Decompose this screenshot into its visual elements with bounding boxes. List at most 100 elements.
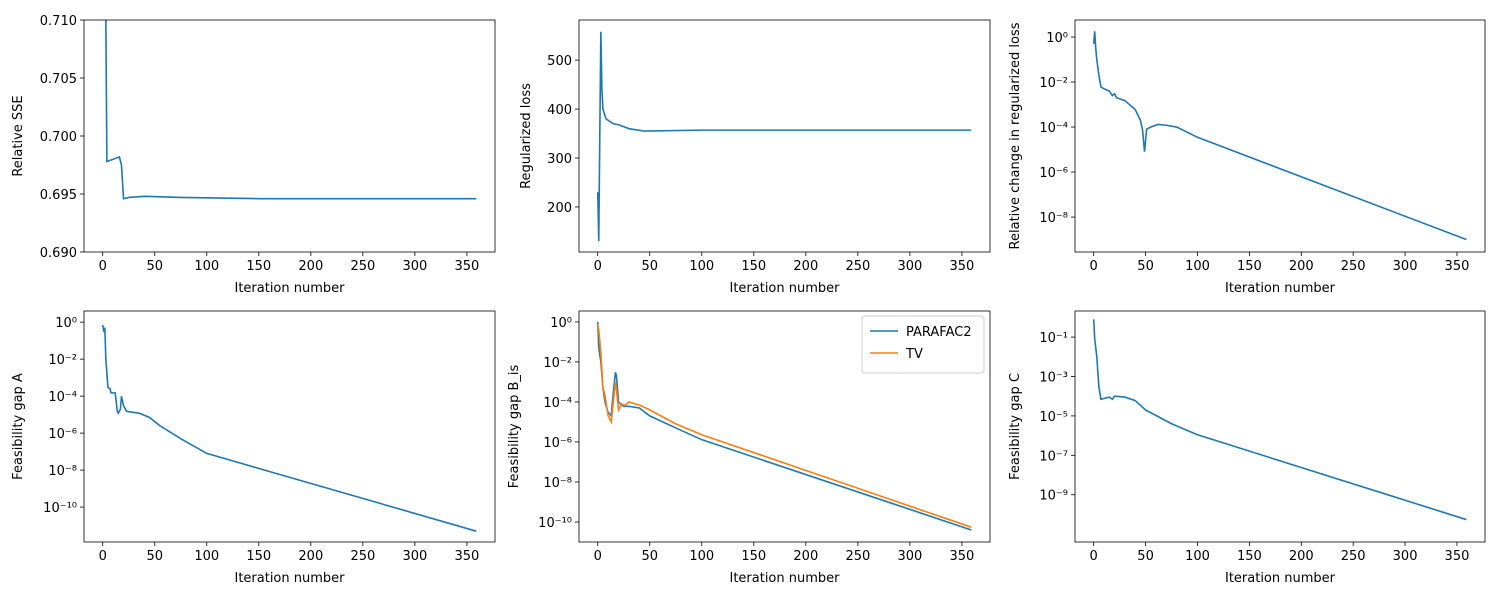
y-tick-label: 10⁻⁵ xyxy=(1039,410,1068,425)
x-tick-label: 200 xyxy=(298,549,323,564)
line-series xyxy=(1092,319,1467,521)
x-tick-label: 250 xyxy=(1341,259,1366,274)
y-axis-label: Relative SSE xyxy=(11,95,26,176)
line-series xyxy=(1092,31,1467,241)
x-tick-label: 150 xyxy=(1237,259,1262,274)
x-tick-label: 350 xyxy=(949,259,974,274)
y-tick-label: 10⁻³ xyxy=(1039,370,1068,385)
x-tick-label: 100 xyxy=(1185,259,1210,274)
x-tick-label: 350 xyxy=(949,549,974,564)
axes-frame xyxy=(1074,310,1486,543)
x-tick-label: 150 xyxy=(246,259,271,274)
axes-frame xyxy=(83,19,496,253)
y-tick-label: 10⁻⁶ xyxy=(48,427,77,442)
x-tick-label: 300 xyxy=(402,549,427,564)
x-tick-label: 200 xyxy=(1289,549,1314,564)
y-axis-label: Regularized loss xyxy=(519,83,534,189)
y-tick-label: 10⁻² xyxy=(48,353,77,368)
x-tick-label: 300 xyxy=(1393,549,1418,564)
x-tick-label: 50 xyxy=(641,259,658,274)
x-tick-label: 300 xyxy=(402,259,427,274)
y-axis-label: Feasibility gap C xyxy=(1008,373,1023,480)
y-tick-label: 400 xyxy=(547,103,572,118)
y-tick-label: 300 xyxy=(547,152,572,167)
y-tick-label: 10⁻¹⁰ xyxy=(538,516,572,531)
y-axis-label: Feasibility gap A xyxy=(11,373,26,480)
y-tick-label: 10⁻⁸ xyxy=(543,476,572,491)
y-tick-label: 200 xyxy=(547,201,572,216)
y-axis-label: Relative change in regularized loss xyxy=(1008,22,1023,249)
x-axis-label: Iteration number xyxy=(1225,281,1336,296)
x-tick-label: 0 xyxy=(99,259,107,274)
y-tick-label: 10⁻⁶ xyxy=(543,436,572,451)
x-tick-label: 100 xyxy=(194,549,219,564)
axes-frame xyxy=(1074,19,1486,253)
x-tick-label: 200 xyxy=(793,549,818,564)
y-tick-label: 0.700 xyxy=(40,130,77,145)
line-series xyxy=(596,323,972,528)
y-tick-label: 10⁻⁴ xyxy=(1039,121,1068,136)
x-tick-label: 150 xyxy=(1237,549,1262,564)
x-tick-label: 200 xyxy=(793,259,818,274)
x-tick-label: 0 xyxy=(1090,549,1098,564)
x-tick-label: 150 xyxy=(741,549,766,564)
x-axis-label: Iteration number xyxy=(729,571,840,586)
legend-label: TV xyxy=(905,347,923,362)
x-tick-label: 0 xyxy=(594,259,602,274)
y-tick-label: 0.705 xyxy=(40,72,77,87)
axes-frame xyxy=(578,310,991,543)
y-tick-label: 0.690 xyxy=(40,246,77,261)
line-series xyxy=(105,20,477,200)
x-tick-label: 50 xyxy=(146,549,163,564)
x-tick-label: 250 xyxy=(845,259,870,274)
axes-frame xyxy=(578,19,991,253)
x-tick-label: 0 xyxy=(594,549,602,564)
y-tick-label: 10⁻⁶ xyxy=(1039,166,1068,181)
x-tick-label: 50 xyxy=(1137,259,1154,274)
y-tick-label: 10⁻⁴ xyxy=(543,396,572,411)
x-tick-label: 250 xyxy=(845,549,870,564)
x-tick-label: 200 xyxy=(1289,259,1314,274)
x-tick-label: 300 xyxy=(1393,259,1418,274)
y-tick-label: 10⁻⁷ xyxy=(1039,449,1068,464)
x-tick-label: 50 xyxy=(146,259,163,274)
x-axis-label: Iteration number xyxy=(234,281,345,296)
x-axis-label: Iteration number xyxy=(234,571,345,586)
line-series xyxy=(101,324,477,532)
y-tick-label: 10⁻² xyxy=(543,356,572,371)
x-tick-label: 250 xyxy=(350,549,375,564)
y-tick-label: 10⁰ xyxy=(1046,31,1068,46)
x-tick-label: 350 xyxy=(1445,549,1470,564)
y-tick-label: 500 xyxy=(547,54,572,69)
axes-frame xyxy=(83,310,496,543)
x-tick-label: 150 xyxy=(741,259,766,274)
x-tick-label: 350 xyxy=(454,549,479,564)
x-tick-label: 50 xyxy=(641,549,658,564)
x-axis-label: Iteration number xyxy=(729,281,840,296)
y-tick-label: 0.710 xyxy=(40,14,77,29)
x-tick-label: 100 xyxy=(689,259,714,274)
x-tick-label: 0 xyxy=(1090,259,1098,274)
y-tick-label: 10⁻² xyxy=(1039,76,1068,91)
x-tick-label: 0 xyxy=(99,549,107,564)
y-tick-label: 10⁻⁴ xyxy=(48,390,77,405)
y-tick-label: 10⁻⁸ xyxy=(48,464,77,479)
y-tick-label: 10⁻⁸ xyxy=(1039,211,1068,226)
y-axis-label: Feasibility gap B_is xyxy=(507,365,522,489)
x-tick-label: 200 xyxy=(298,259,323,274)
line-series xyxy=(596,31,972,242)
y-tick-label: 10⁻⁹ xyxy=(1039,489,1068,504)
y-tick-label: 10⁰ xyxy=(550,316,572,331)
x-tick-label: 250 xyxy=(1341,549,1366,564)
y-tick-label: 10⁻¹ xyxy=(1039,331,1068,346)
x-tick-label: 100 xyxy=(689,549,714,564)
legend-label: PARAFAC2 xyxy=(906,325,972,340)
x-tick-label: 100 xyxy=(1185,549,1210,564)
x-tick-label: 100 xyxy=(194,259,219,274)
x-tick-label: 300 xyxy=(897,549,922,564)
y-tick-label: 10⁻¹⁰ xyxy=(43,501,77,516)
x-tick-label: 350 xyxy=(454,259,479,274)
x-tick-label: 150 xyxy=(246,549,271,564)
